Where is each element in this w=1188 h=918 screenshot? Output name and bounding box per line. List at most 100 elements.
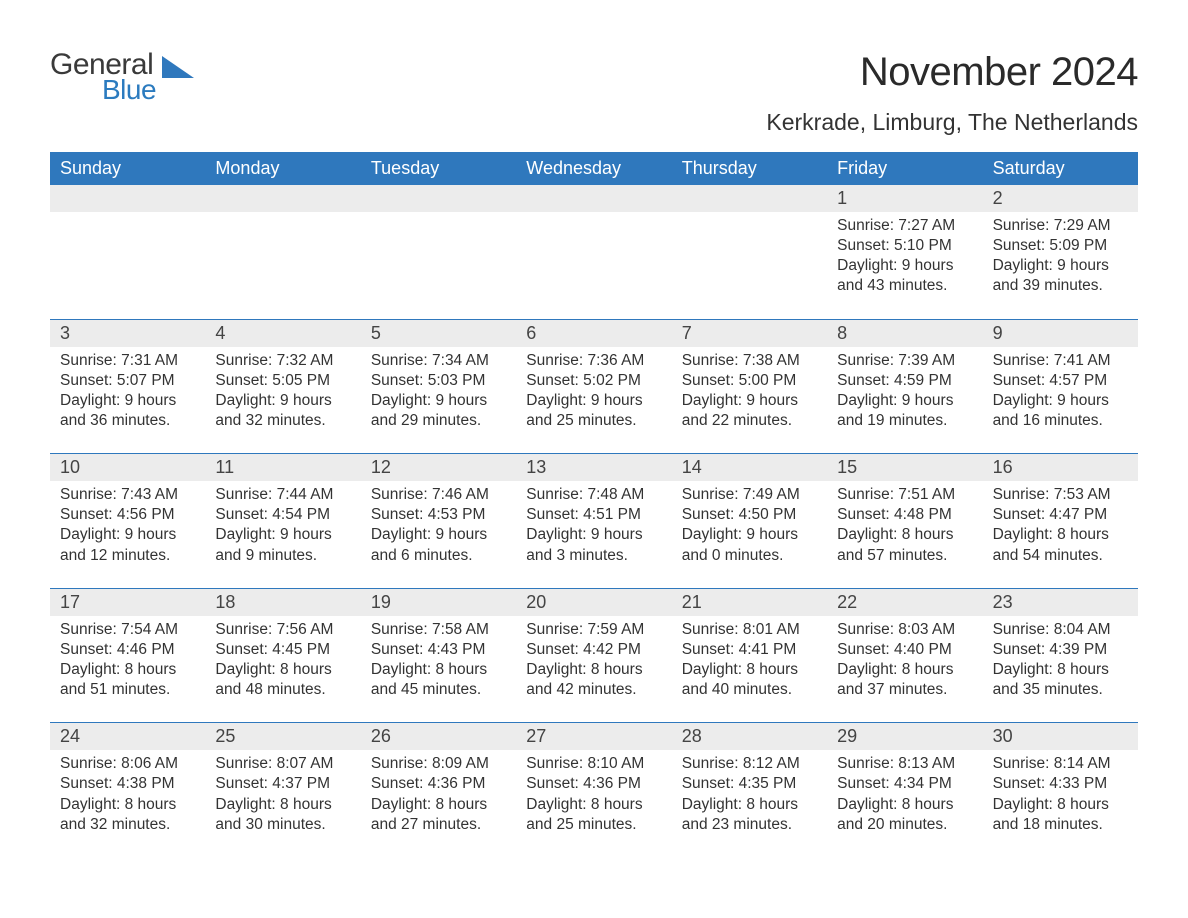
daylight-line-2: and 35 minutes. bbox=[993, 680, 1128, 700]
day-number bbox=[50, 185, 205, 212]
daylight-line-2: and 36 minutes. bbox=[60, 411, 195, 431]
daylight-line-2: and 6 minutes. bbox=[371, 546, 506, 566]
day-number: 1 bbox=[827, 185, 982, 212]
daylight-line-1: Daylight: 9 hours bbox=[60, 525, 195, 545]
calendar-day-cell: Sunrise: 8:14 AMSunset: 4:33 PMDaylight:… bbox=[983, 750, 1138, 857]
calendar-day-cell: Sunrise: 7:59 AMSunset: 4:42 PMDaylight:… bbox=[516, 616, 671, 723]
daylight-line-1: Daylight: 8 hours bbox=[682, 660, 817, 680]
calendar-day-cell: Sunrise: 7:36 AMSunset: 5:02 PMDaylight:… bbox=[516, 347, 671, 454]
sunrise-line: Sunrise: 7:41 AM bbox=[993, 351, 1128, 371]
calendar-day-cell: Sunrise: 7:43 AMSunset: 4:56 PMDaylight:… bbox=[50, 481, 205, 588]
sunset-line: Sunset: 4:36 PM bbox=[371, 774, 506, 794]
sunrise-line: Sunrise: 7:58 AM bbox=[371, 620, 506, 640]
sunrise-line: Sunrise: 7:39 AM bbox=[837, 351, 972, 371]
sunset-line: Sunset: 4:48 PM bbox=[837, 505, 972, 525]
daylight-line-1: Daylight: 8 hours bbox=[837, 660, 972, 680]
day-number: 30 bbox=[983, 723, 1138, 750]
day-number: 9 bbox=[983, 320, 1138, 347]
daylight-line-1: Daylight: 8 hours bbox=[60, 660, 195, 680]
calendar-grid: SundayMondayTuesdayWednesdayThursdayFrid… bbox=[50, 152, 1138, 857]
sunrise-line: Sunrise: 8:04 AM bbox=[993, 620, 1128, 640]
sunrise-line: Sunrise: 8:09 AM bbox=[371, 754, 506, 774]
sunrise-line: Sunrise: 7:59 AM bbox=[526, 620, 661, 640]
daylight-line-2: and 51 minutes. bbox=[60, 680, 195, 700]
calendar-week-row: 10111213141516Sunrise: 7:43 AMSunset: 4:… bbox=[50, 453, 1138, 588]
daylight-line-2: and 32 minutes. bbox=[215, 411, 350, 431]
calendar-day-cell: Sunrise: 7:58 AMSunset: 4:43 PMDaylight:… bbox=[361, 616, 516, 723]
calendar-day-cell: Sunrise: 8:12 AMSunset: 4:35 PMDaylight:… bbox=[672, 750, 827, 857]
day-of-week-header: Wednesday bbox=[516, 152, 671, 185]
sunrise-line: Sunrise: 8:10 AM bbox=[526, 754, 661, 774]
daylight-line-2: and 48 minutes. bbox=[215, 680, 350, 700]
calendar-day-cell: Sunrise: 7:53 AMSunset: 4:47 PMDaylight:… bbox=[983, 481, 1138, 588]
daylight-line-2: and 57 minutes. bbox=[837, 546, 972, 566]
daylight-line-2: and 0 minutes. bbox=[682, 546, 817, 566]
calendar-day-cell bbox=[516, 212, 671, 319]
sunset-line: Sunset: 4:45 PM bbox=[215, 640, 350, 660]
daylight-line-2: and 37 minutes. bbox=[837, 680, 972, 700]
calendar-day-cell bbox=[50, 212, 205, 319]
calendar-day-cell: Sunrise: 8:10 AMSunset: 4:36 PMDaylight:… bbox=[516, 750, 671, 857]
calendar-day-cell: Sunrise: 7:48 AMSunset: 4:51 PMDaylight:… bbox=[516, 481, 671, 588]
day-of-week-header: Friday bbox=[827, 152, 982, 185]
day-number: 27 bbox=[516, 723, 671, 750]
daylight-line-2: and 18 minutes. bbox=[993, 815, 1128, 835]
day-number: 17 bbox=[50, 589, 205, 616]
sunrise-line: Sunrise: 7:53 AM bbox=[993, 485, 1128, 505]
calendar-day-cell: Sunrise: 7:39 AMSunset: 4:59 PMDaylight:… bbox=[827, 347, 982, 454]
sunset-line: Sunset: 4:40 PM bbox=[837, 640, 972, 660]
sunset-line: Sunset: 4:46 PM bbox=[60, 640, 195, 660]
day-number: 26 bbox=[361, 723, 516, 750]
sunrise-line: Sunrise: 7:31 AM bbox=[60, 351, 195, 371]
daylight-line-2: and 19 minutes. bbox=[837, 411, 972, 431]
calendar-day-cell: Sunrise: 7:29 AMSunset: 5:09 PMDaylight:… bbox=[983, 212, 1138, 319]
daylight-line-1: Daylight: 8 hours bbox=[60, 795, 195, 815]
calendar-day-cell: Sunrise: 7:46 AMSunset: 4:53 PMDaylight:… bbox=[361, 481, 516, 588]
sunrise-line: Sunrise: 7:43 AM bbox=[60, 485, 195, 505]
page-header: General Blue November 2024 Kerkrade, Lim… bbox=[50, 50, 1138, 146]
sunrise-line: Sunrise: 7:51 AM bbox=[837, 485, 972, 505]
day-number: 21 bbox=[672, 589, 827, 616]
sunset-line: Sunset: 4:57 PM bbox=[993, 371, 1128, 391]
day-number bbox=[205, 185, 360, 212]
daylight-line-1: Daylight: 9 hours bbox=[215, 391, 350, 411]
daylight-line-2: and 16 minutes. bbox=[993, 411, 1128, 431]
sunset-line: Sunset: 4:37 PM bbox=[215, 774, 350, 794]
daylight-line-2: and 29 minutes. bbox=[371, 411, 506, 431]
calendar-week-row: 24252627282930Sunrise: 8:06 AMSunset: 4:… bbox=[50, 722, 1138, 857]
sunset-line: Sunset: 4:41 PM bbox=[682, 640, 817, 660]
sunrise-line: Sunrise: 7:36 AM bbox=[526, 351, 661, 371]
calendar-day-cell: Sunrise: 7:41 AMSunset: 4:57 PMDaylight:… bbox=[983, 347, 1138, 454]
daylight-line-1: Daylight: 8 hours bbox=[682, 795, 817, 815]
day-of-week-header: Monday bbox=[205, 152, 360, 185]
day-number bbox=[516, 185, 671, 212]
daylight-line-2: and 27 minutes. bbox=[371, 815, 506, 835]
daylight-line-1: Daylight: 8 hours bbox=[993, 525, 1128, 545]
sunset-line: Sunset: 4:54 PM bbox=[215, 505, 350, 525]
daylight-line-2: and 54 minutes. bbox=[993, 546, 1128, 566]
day-number: 20 bbox=[516, 589, 671, 616]
sunrise-line: Sunrise: 8:07 AM bbox=[215, 754, 350, 774]
sunset-line: Sunset: 4:47 PM bbox=[993, 505, 1128, 525]
sunrise-line: Sunrise: 8:13 AM bbox=[837, 754, 972, 774]
calendar-day-cell: Sunrise: 7:38 AMSunset: 5:00 PMDaylight:… bbox=[672, 347, 827, 454]
daylight-line-1: Daylight: 9 hours bbox=[837, 391, 972, 411]
sunset-line: Sunset: 4:43 PM bbox=[371, 640, 506, 660]
sunrise-line: Sunrise: 7:56 AM bbox=[215, 620, 350, 640]
daylight-line-2: and 12 minutes. bbox=[60, 546, 195, 566]
sunrise-line: Sunrise: 7:27 AM bbox=[837, 216, 972, 236]
day-number: 10 bbox=[50, 454, 205, 481]
daylight-line-1: Daylight: 9 hours bbox=[371, 391, 506, 411]
day-number: 24 bbox=[50, 723, 205, 750]
daylight-line-1: Daylight: 9 hours bbox=[682, 525, 817, 545]
calendar-day-cell: Sunrise: 7:34 AMSunset: 5:03 PMDaylight:… bbox=[361, 347, 516, 454]
daylight-line-2: and 42 minutes. bbox=[526, 680, 661, 700]
sunrise-line: Sunrise: 7:32 AM bbox=[215, 351, 350, 371]
calendar-week-row: 3456789Sunrise: 7:31 AMSunset: 5:07 PMDa… bbox=[50, 319, 1138, 454]
daylight-line-1: Daylight: 9 hours bbox=[60, 391, 195, 411]
day-of-week-header: Saturday bbox=[983, 152, 1138, 185]
calendar-week-row: 17181920212223Sunrise: 7:54 AMSunset: 4:… bbox=[50, 588, 1138, 723]
daylight-line-1: Daylight: 8 hours bbox=[371, 660, 506, 680]
day-number: 14 bbox=[672, 454, 827, 481]
calendar-day-cell: Sunrise: 7:56 AMSunset: 4:45 PMDaylight:… bbox=[205, 616, 360, 723]
